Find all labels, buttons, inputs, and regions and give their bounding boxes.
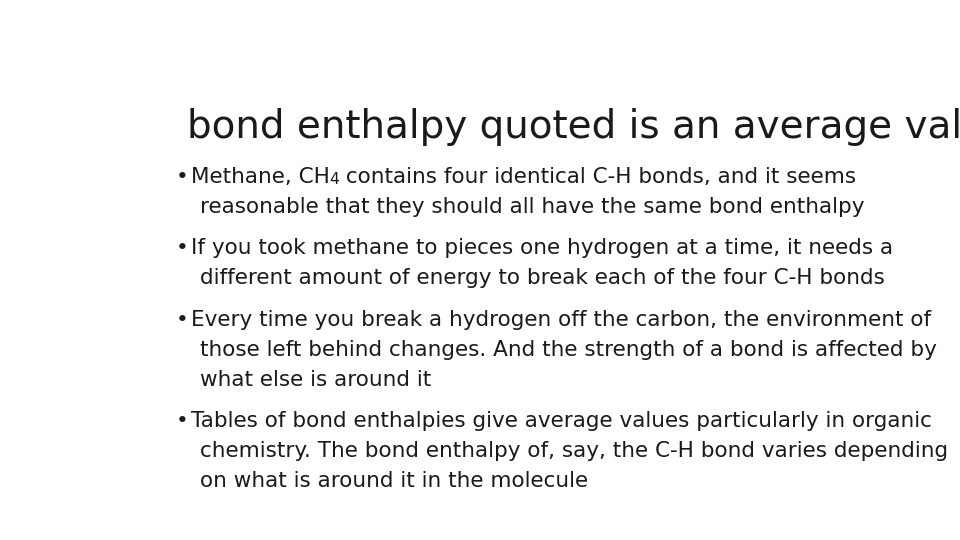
Text: •: •: [176, 411, 188, 431]
Text: chemistry. The bond enthalpy of, say, the C-H bond varies depending: chemistry. The bond enthalpy of, say, th…: [201, 441, 948, 461]
Text: those left behind changes. And the strength of a bond is affected by: those left behind changes. And the stren…: [201, 340, 937, 360]
Text: different amount of energy to break each of the four C-H bonds: different amount of energy to break each…: [201, 268, 885, 288]
Text: on what is around it in the molecule: on what is around it in the molecule: [201, 471, 588, 491]
Text: bond enthalpy quoted is an average value: bond enthalpy quoted is an average value: [187, 109, 960, 146]
Text: Every time you break a hydrogen off the carbon, the environment of: Every time you break a hydrogen off the …: [191, 310, 931, 330]
Text: •: •: [176, 167, 188, 187]
Text: Methane, CH: Methane, CH: [191, 167, 329, 187]
Text: •: •: [176, 310, 188, 330]
Text: contains four identical C-H bonds, and it seems: contains four identical C-H bonds, and i…: [340, 167, 856, 187]
Text: what else is around it: what else is around it: [201, 369, 432, 389]
Text: •: •: [176, 238, 188, 258]
Text: reasonable that they should all have the same bond enthalpy: reasonable that they should all have the…: [201, 197, 865, 217]
Text: If you took methane to pieces one hydrogen at a time, it needs a: If you took methane to pieces one hydrog…: [191, 238, 893, 258]
Text: Tables of bond enthalpies give average values particularly in organic: Tables of bond enthalpies give average v…: [191, 411, 931, 431]
Text: 4: 4: [329, 172, 340, 187]
